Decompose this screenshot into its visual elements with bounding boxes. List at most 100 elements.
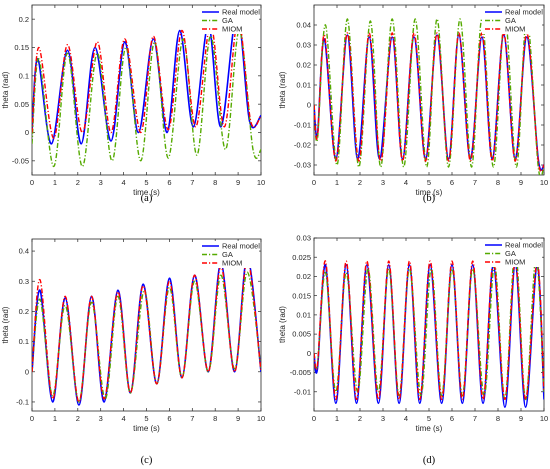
x-tick-label: 10 — [257, 414, 265, 423]
x-tick-label: 9 — [236, 414, 240, 423]
legend-label: GA — [505, 249, 516, 258]
y-tick-label: 0.02 — [296, 61, 311, 70]
y-tick-label: 0.05 — [14, 100, 29, 109]
legend-label: Real model — [505, 8, 543, 17]
y-tick-label: 0.1 — [19, 337, 29, 346]
y-tick-label: -0.01 — [294, 121, 311, 130]
x-tick-label: 3 — [99, 414, 103, 423]
y-tick-label: -0.005 — [290, 368, 311, 377]
x-tick-label: 2 — [358, 414, 362, 423]
panel-label: (d) — [423, 455, 436, 466]
x-tick-label: 1 — [53, 178, 57, 187]
series-line-miom — [314, 32, 544, 173]
legend-label: MIOM — [222, 259, 242, 268]
y-tick-label: 0 — [307, 349, 311, 358]
legend-label: GA — [222, 250, 233, 259]
x-tick-label: 9 — [519, 414, 523, 423]
x-tick-label: 2 — [358, 178, 362, 187]
legend-label: MIOM — [505, 258, 525, 267]
x-tick-label: 8 — [213, 414, 217, 423]
y-axis-label: theta (rad) — [278, 71, 287, 108]
x-tick-label: 7 — [190, 414, 194, 423]
x-tick-label: 8 — [496, 414, 500, 423]
x-tick-label: 3 — [381, 178, 385, 187]
x-tick-label: 6 — [167, 178, 171, 187]
x-tick-label: 5 — [427, 414, 431, 423]
series-line-ga — [32, 29, 261, 168]
x-tick-label: 10 — [540, 178, 548, 187]
panel-a: 0 1 2 3 4 5 6 7 8 9 10 -0.05 0 0.05 0.1 0.15 0.2 time (s)… — [1, 4, 265, 204]
panel-label: (c) — [141, 455, 153, 466]
x-tick-label: 6 — [167, 414, 171, 423]
series-line-ga — [314, 248, 544, 401]
series-line-miom — [314, 260, 544, 401]
series-line-ga — [32, 271, 261, 403]
x-tick-label: 4 — [122, 178, 126, 187]
y-tick-label: 0 — [307, 101, 311, 110]
legend-label: Real model — [222, 242, 260, 251]
legend-label: Real model — [222, 8, 260, 17]
y-tick-label: 0 — [25, 128, 29, 137]
x-tick-label: 5 — [144, 414, 148, 423]
y-tick-label: -0.05 — [12, 156, 29, 165]
y-tick-label: 0.4 — [19, 247, 29, 256]
x-tick-label: 4 — [404, 414, 408, 423]
x-tick-label: 3 — [381, 414, 385, 423]
y-tick-label: 0.01 — [296, 81, 311, 90]
y-tick-label: 0.3 — [19, 277, 29, 286]
x-tick-label: 5 — [144, 178, 148, 187]
x-tick-label: 9 — [519, 178, 523, 187]
x-tick-label: 0 — [312, 178, 316, 187]
x-axis-label: time (s) — [133, 424, 160, 433]
y-axis-label: theta (rad) — [1, 71, 10, 108]
y-axis-label: theta (rad) — [1, 306, 10, 343]
y-tick-label: 0.1 — [19, 71, 29, 80]
panel-b: 0 1 2 3 4 5 6 7 8 9 10 -0.03 -0.02 -0.01 0 0.01 0.02 0.03… — [278, 4, 548, 204]
y-axis-label: theta (rad) — [278, 306, 287, 343]
x-tick-label: 4 — [404, 178, 408, 187]
y-tick-label: -0.02 — [294, 141, 311, 150]
x-axis-label: time (s) — [133, 188, 160, 197]
y-tick-label: 0.015 — [292, 291, 311, 300]
panel-label: (a) — [141, 193, 153, 204]
y-tick-label: 0.025 — [292, 253, 311, 262]
y-tick-label: 0.2 — [19, 307, 29, 316]
y-tick-label: 0.02 — [296, 272, 311, 281]
x-tick-label: 7 — [473, 414, 477, 423]
panel-label: (b) — [423, 193, 436, 204]
x-tick-label: 10 — [257, 178, 265, 187]
y-tick-label: 0.15 — [14, 43, 29, 52]
x-tick-label: 6 — [450, 178, 454, 187]
x-axis-label: time (s) — [416, 188, 443, 197]
x-tick-label: 2 — [76, 178, 80, 187]
x-axis-label: time (s) — [416, 424, 443, 433]
y-tick-label: 0.03 — [296, 234, 311, 243]
legend-label: MIOM — [222, 25, 242, 34]
x-tick-label: 0 — [312, 414, 316, 423]
legend-label: MIOM — [505, 25, 525, 34]
x-tick-label: 0 — [30, 414, 34, 423]
legend-label: GA — [505, 16, 516, 25]
y-tick-label: 0.03 — [296, 41, 311, 50]
x-tick-label: 1 — [335, 414, 339, 423]
y-tick-label: -0.03 — [294, 161, 311, 170]
y-tick-label: 0.01 — [296, 310, 311, 319]
series-group — [314, 248, 544, 408]
x-tick-label: 5 — [427, 178, 431, 187]
x-tick-label: 2 — [76, 414, 80, 423]
x-tick-label: 7 — [473, 178, 477, 187]
x-tick-label: 1 — [53, 414, 57, 423]
y-tick-label: 0.2 — [19, 15, 29, 24]
panel-d: 0 1 2 3 4 5 6 7 8 9 10 -0.01 -0.005 0 0.005 0.01 0.015 0.… — [278, 234, 548, 466]
y-tick-label: -0.1 — [16, 398, 29, 407]
x-tick-label: 9 — [236, 178, 240, 187]
y-tick-label: -0.01 — [294, 387, 311, 396]
y-tick-label: 0 — [25, 367, 29, 376]
x-tick-label: 3 — [99, 178, 103, 187]
x-tick-label: 7 — [190, 178, 194, 187]
